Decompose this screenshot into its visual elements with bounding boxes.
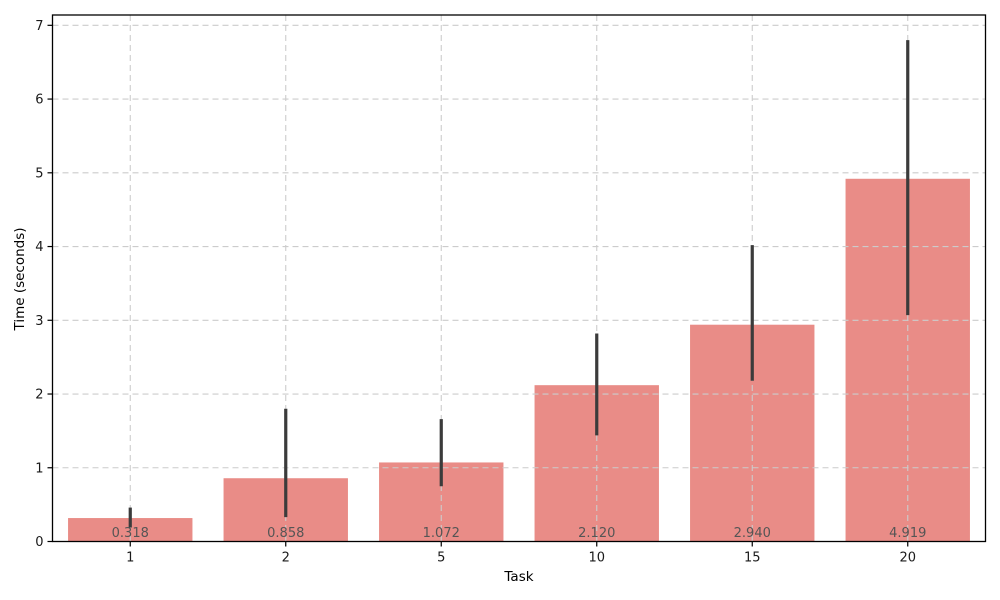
y-tick-label: 1 <box>35 461 43 476</box>
x-tick-label: 1 <box>126 551 134 566</box>
plot-border <box>51 14 987 543</box>
bar-value-label: 2.120 <box>578 526 615 541</box>
x-tick-label: 20 <box>899 551 916 566</box>
y-tick-label: 6 <box>35 93 43 108</box>
bar-value-labels-group: 0.318 0.858 1.072 2.120 2.940 4.919 <box>112 526 927 541</box>
bar-value-label: 0.318 <box>112 526 149 541</box>
y-tick-label: 7 <box>35 19 43 34</box>
ticks-group: 0 1 2 3 4 5 6 7 1 2 5 10 15 20 <box>35 19 916 566</box>
y-tick-label: 2 <box>35 388 43 403</box>
bar-value-label: 4.919 <box>889 526 926 541</box>
x-tick-label: 15 <box>744 551 761 566</box>
x-tick-label: 2 <box>282 551 290 566</box>
x-tick-label: 5 <box>437 551 445 566</box>
x-tick-label: 10 <box>588 551 605 566</box>
y-tick-label: 4 <box>35 240 43 255</box>
bar-value-label: 0.858 <box>267 526 304 541</box>
y-tick-label: 5 <box>35 166 43 181</box>
y-tick-label: 3 <box>35 314 43 329</box>
bar-value-label: 2.940 <box>734 526 771 541</box>
x-axis-label: Task <box>503 569 533 585</box>
y-axis-label: Time (seconds) <box>12 227 28 331</box>
bars-group <box>68 178 970 542</box>
bar-value-label: 1.072 <box>423 526 460 541</box>
error-bars-group <box>128 40 910 528</box>
y-tick-label: 0 <box>35 535 43 550</box>
